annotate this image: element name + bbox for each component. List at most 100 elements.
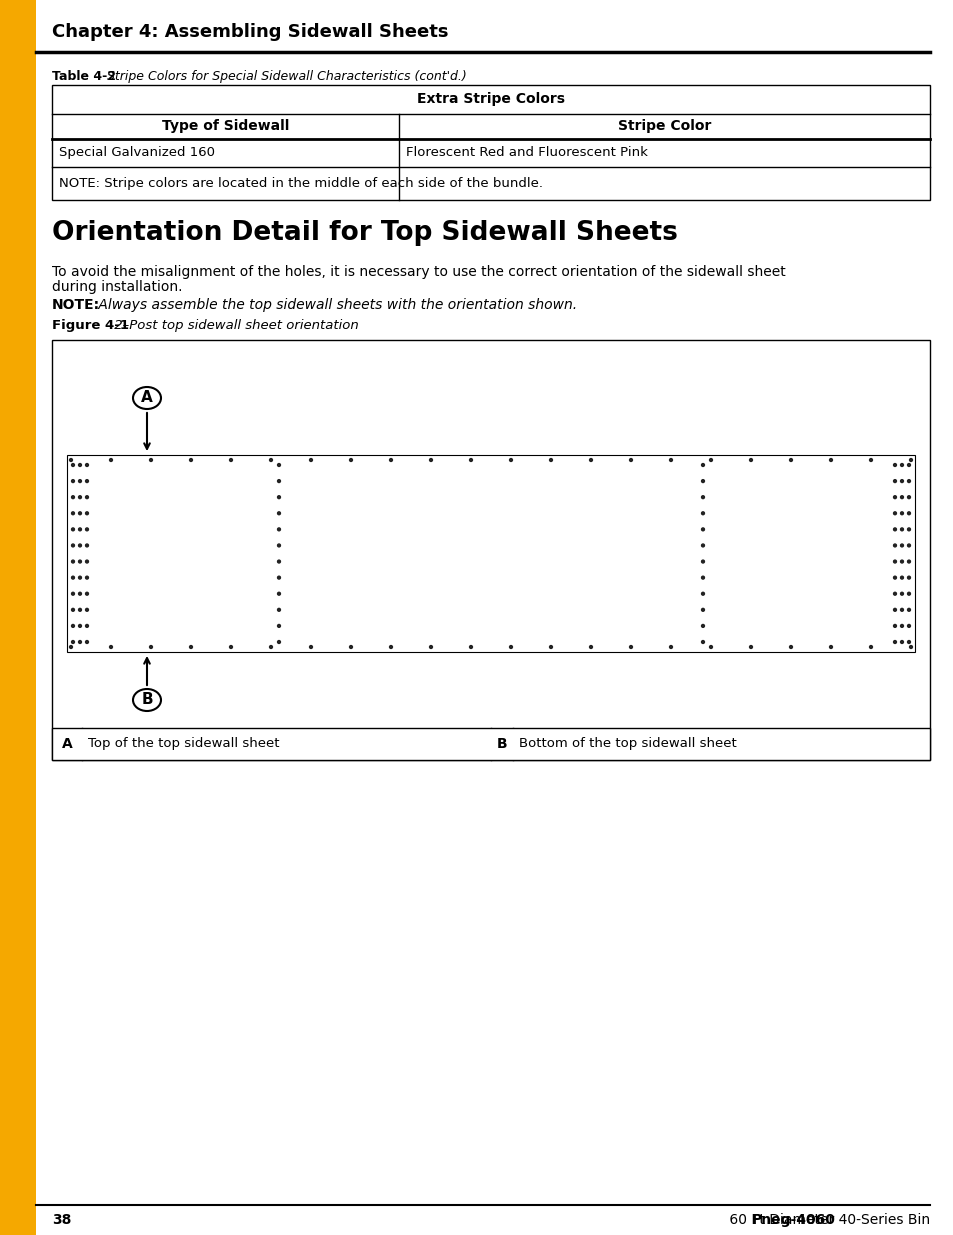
Circle shape (349, 646, 352, 648)
Circle shape (900, 625, 902, 627)
Text: A: A (62, 737, 72, 751)
Circle shape (700, 609, 703, 611)
Circle shape (900, 463, 902, 467)
Circle shape (270, 646, 273, 648)
Circle shape (277, 625, 280, 627)
Circle shape (900, 577, 902, 579)
Text: during installation.: during installation. (52, 280, 182, 294)
Circle shape (78, 609, 81, 611)
Circle shape (906, 511, 909, 515)
Text: NOTE:: NOTE: (52, 298, 100, 312)
Circle shape (906, 577, 909, 579)
Circle shape (893, 593, 896, 595)
Circle shape (78, 463, 81, 467)
Circle shape (829, 458, 832, 462)
Circle shape (893, 511, 896, 515)
Bar (52, 85, 929, 200)
Circle shape (893, 609, 896, 611)
Circle shape (900, 495, 902, 499)
Circle shape (900, 479, 902, 483)
Circle shape (389, 646, 392, 648)
Circle shape (86, 609, 89, 611)
Bar (67, 454, 914, 652)
Circle shape (789, 646, 792, 648)
Text: Always assemble the top sidewall sheets with the orientation shown.: Always assemble the top sidewall sheets … (94, 298, 577, 312)
Circle shape (71, 625, 74, 627)
Bar (52, 727, 929, 760)
Circle shape (429, 646, 432, 648)
Circle shape (700, 463, 703, 467)
Circle shape (893, 625, 896, 627)
Circle shape (78, 593, 81, 595)
Circle shape (71, 527, 74, 531)
Circle shape (277, 527, 280, 531)
Circle shape (86, 641, 89, 643)
Text: A: A (141, 390, 152, 405)
Circle shape (700, 593, 703, 595)
Circle shape (893, 463, 896, 467)
Text: Top of the top sidewall sheet: Top of the top sidewall sheet (88, 737, 279, 751)
Circle shape (893, 527, 896, 531)
Circle shape (277, 641, 280, 643)
Circle shape (908, 458, 911, 462)
Circle shape (700, 527, 703, 531)
Text: Florescent Red and Fluorescent Pink: Florescent Red and Fluorescent Pink (405, 147, 647, 159)
Circle shape (86, 543, 89, 547)
Circle shape (190, 646, 193, 648)
Circle shape (893, 577, 896, 579)
Circle shape (78, 527, 81, 531)
Text: Bottom of the top sidewall sheet: Bottom of the top sidewall sheet (518, 737, 736, 751)
Circle shape (906, 625, 909, 627)
Circle shape (86, 527, 89, 531)
Circle shape (71, 495, 74, 499)
Circle shape (70, 646, 72, 648)
Circle shape (389, 458, 392, 462)
Circle shape (78, 625, 81, 627)
Circle shape (78, 641, 81, 643)
Circle shape (349, 458, 352, 462)
Text: Chapter 4: Assembling Sidewall Sheets: Chapter 4: Assembling Sidewall Sheets (52, 23, 448, 41)
Circle shape (70, 458, 72, 462)
Circle shape (589, 646, 592, 648)
Text: Table 4-2: Table 4-2 (52, 70, 120, 83)
Circle shape (700, 479, 703, 483)
Circle shape (277, 609, 280, 611)
Text: 60 Ft Diameter 40-Series Bin: 60 Ft Diameter 40-Series Bin (724, 1213, 929, 1228)
Circle shape (900, 561, 902, 563)
Circle shape (709, 458, 712, 462)
Circle shape (277, 561, 280, 563)
Bar (52, 340, 929, 760)
Circle shape (71, 593, 74, 595)
Text: Pneg-4060: Pneg-4060 (751, 1213, 835, 1228)
Circle shape (906, 495, 909, 499)
Circle shape (277, 479, 280, 483)
Circle shape (277, 577, 280, 579)
Circle shape (906, 543, 909, 547)
Circle shape (509, 458, 512, 462)
Circle shape (71, 561, 74, 563)
Circle shape (78, 511, 81, 515)
Circle shape (78, 577, 81, 579)
Text: B: B (497, 737, 507, 751)
Circle shape (906, 479, 909, 483)
Circle shape (86, 561, 89, 563)
Circle shape (86, 479, 89, 483)
Circle shape (469, 458, 472, 462)
Circle shape (829, 646, 832, 648)
Circle shape (190, 458, 193, 462)
Circle shape (749, 646, 752, 648)
Circle shape (78, 543, 81, 547)
Circle shape (86, 463, 89, 467)
Ellipse shape (132, 387, 161, 409)
Text: 38: 38 (52, 1213, 71, 1228)
Circle shape (270, 458, 273, 462)
Circle shape (86, 593, 89, 595)
Circle shape (700, 561, 703, 563)
Circle shape (71, 511, 74, 515)
Circle shape (700, 625, 703, 627)
Circle shape (277, 511, 280, 515)
Circle shape (277, 495, 280, 499)
Text: Extra Stripe Colors: Extra Stripe Colors (416, 93, 564, 106)
Circle shape (110, 458, 112, 462)
Circle shape (669, 646, 672, 648)
